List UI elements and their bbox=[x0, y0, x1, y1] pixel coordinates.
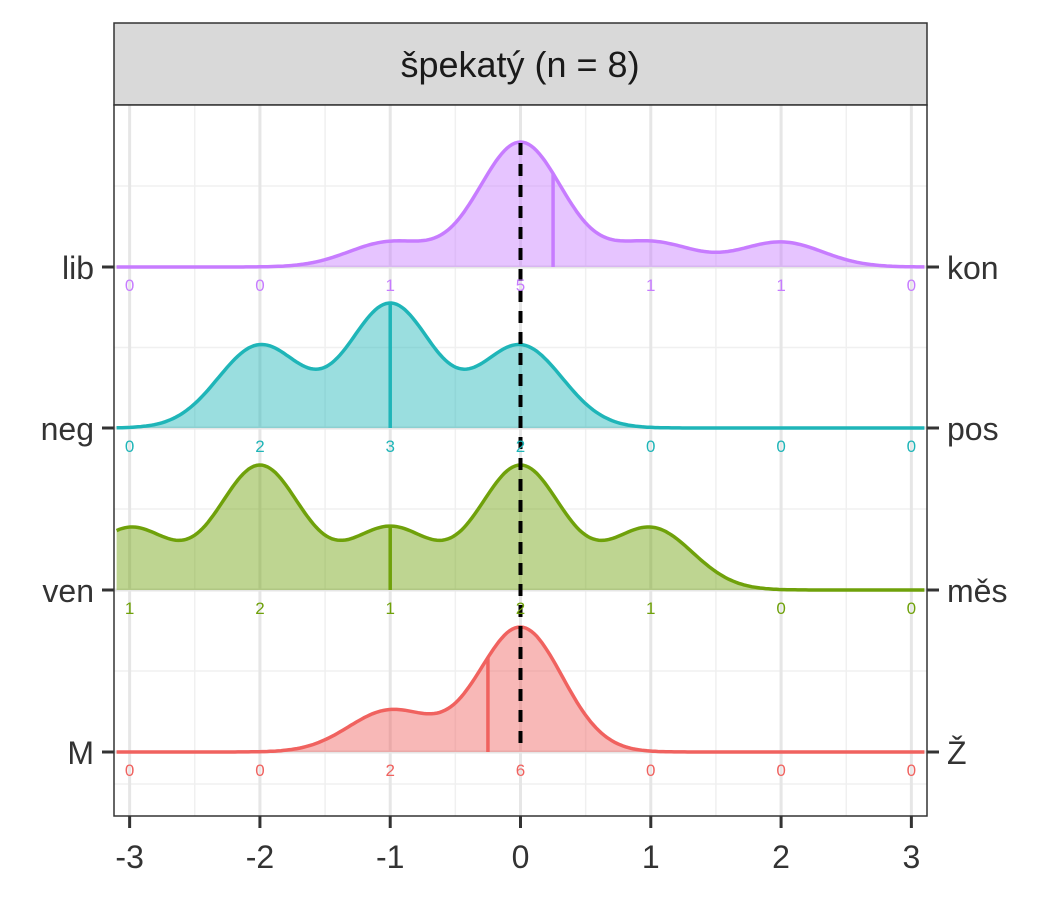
count-label: 0 bbox=[776, 599, 785, 618]
density-line bbox=[116, 301, 925, 430]
count-labels: 0 0 1 5 1 1 0 0 2 3 2 0 0 0 1 2 1 2 1 0 0 0 0 2 6 0 0 0 bbox=[125, 276, 916, 780]
x-tick-label: -2 bbox=[246, 839, 274, 875]
count-label: 1 bbox=[646, 276, 655, 295]
x-tick-label: 2 bbox=[772, 839, 790, 875]
count-label: 2 bbox=[516, 599, 525, 618]
count-label: 0 bbox=[907, 599, 916, 618]
count-label: 0 bbox=[646, 437, 655, 456]
y-label-left: neg bbox=[41, 411, 94, 447]
density-area bbox=[116, 303, 925, 428]
count-label: 2 bbox=[516, 437, 525, 456]
x-tick-label: 0 bbox=[512, 839, 530, 875]
count-label: 1 bbox=[385, 276, 394, 295]
ridge-lib-kon bbox=[116, 140, 925, 269]
x-tick-label: -3 bbox=[115, 839, 143, 875]
count-label: 2 bbox=[255, 437, 264, 456]
count-label: 1 bbox=[125, 599, 134, 618]
count-label: 0 bbox=[776, 437, 785, 456]
count-label: 6 bbox=[516, 761, 525, 780]
count-label: 1 bbox=[385, 599, 394, 618]
axes: lib kon neg pos ven měs M Ž -3 -2 -1 0 1 2 3 bbox=[41, 250, 1008, 875]
count-label: 3 bbox=[385, 437, 394, 456]
density-line bbox=[116, 140, 925, 269]
facet-strip: špekatý (n = 8) bbox=[113, 22, 928, 106]
count-label: 0 bbox=[255, 761, 264, 780]
y-label-right: měs bbox=[947, 573, 1007, 609]
x-tick-label: 3 bbox=[902, 839, 920, 875]
ridge-neg-pos bbox=[116, 301, 925, 430]
y-label-left: M bbox=[67, 735, 94, 771]
y-label-right: kon bbox=[947, 250, 999, 286]
y-label-left: ven bbox=[42, 573, 94, 609]
count-label: 0 bbox=[125, 761, 134, 780]
count-label: 0 bbox=[776, 761, 785, 780]
count-label: 0 bbox=[907, 761, 916, 780]
count-label: 0 bbox=[646, 761, 655, 780]
density-area bbox=[116, 142, 925, 267]
count-label: 2 bbox=[255, 599, 264, 618]
y-label-right: pos bbox=[947, 411, 999, 447]
count-label: 0 bbox=[907, 276, 916, 295]
facet-strip-title: špekatý (n = 8) bbox=[400, 44, 639, 85]
count-label: 0 bbox=[907, 437, 916, 456]
count-label: 0 bbox=[255, 276, 264, 295]
count-label: 0 bbox=[125, 437, 134, 456]
count-label: 1 bbox=[646, 599, 655, 618]
x-tick-label: -1 bbox=[376, 839, 404, 875]
count-label: 0 bbox=[125, 276, 134, 295]
facet-strip-background bbox=[113, 22, 928, 106]
x-tick-label: 1 bbox=[642, 839, 660, 875]
count-label: 1 bbox=[776, 276, 785, 295]
y-label-left: lib bbox=[62, 250, 94, 286]
y-label-right: Ž bbox=[947, 735, 967, 771]
count-label: 2 bbox=[385, 761, 394, 780]
count-label: 5 bbox=[516, 276, 525, 295]
